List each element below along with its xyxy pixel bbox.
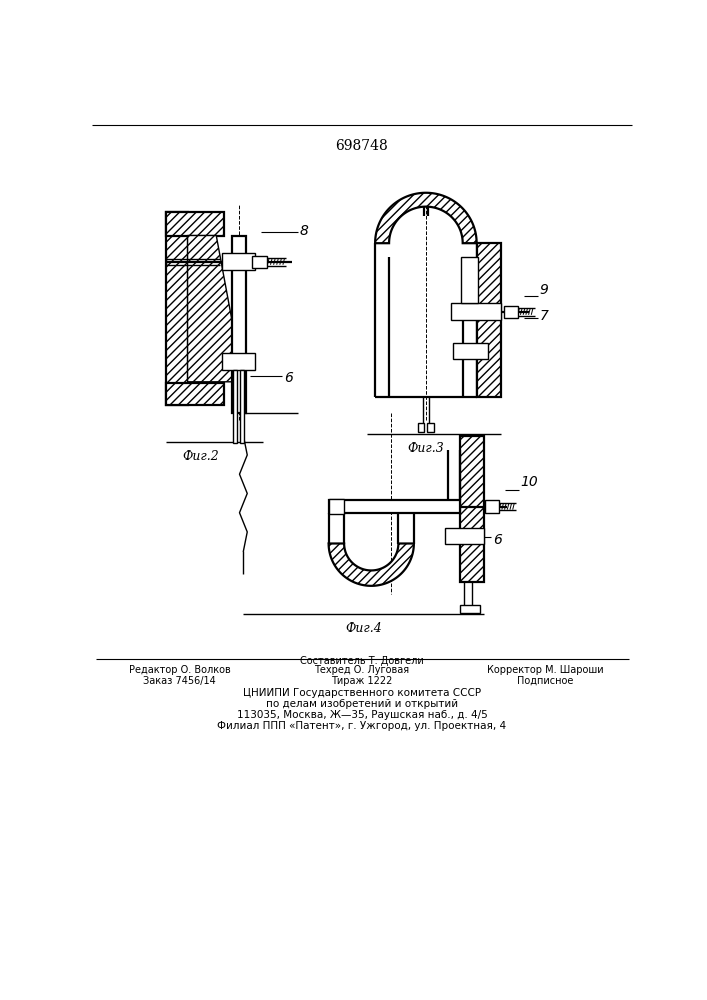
Text: Подписное: Подписное: [518, 676, 574, 686]
Bar: [460, 605, 480, 613]
Text: Фиг.4: Фиг.4: [345, 622, 382, 635]
Text: Заказ 7456/14: Заказ 7456/14: [144, 676, 216, 686]
Bar: [453, 343, 488, 359]
Bar: [477, 243, 501, 397]
Polygon shape: [187, 235, 243, 382]
Text: 10: 10: [521, 475, 539, 489]
Bar: [329, 499, 344, 514]
Bar: [329, 500, 460, 513]
Bar: [504, 306, 518, 318]
Text: Корректор М. Шароши: Корректор М. Шароши: [487, 665, 604, 675]
Bar: [418, 423, 424, 432]
Bar: [233, 370, 237, 443]
Text: 7: 7: [539, 309, 549, 323]
Bar: [166, 212, 187, 405]
Text: Фиг.2: Фиг.2: [182, 450, 219, 463]
Bar: [445, 528, 484, 544]
Bar: [166, 212, 224, 235]
Text: Филиал ППП «Патент», г. Ужгород, ул. Проектная, 4: Филиал ППП «Патент», г. Ужгород, ул. Про…: [217, 721, 506, 731]
Polygon shape: [375, 193, 477, 243]
Text: Составитель Т. Довгели: Составитель Т. Довгели: [300, 656, 423, 666]
Text: 113035, Москва, Ж—35, Раушская наб., д. 4/5: 113035, Москва, Ж—35, Раушская наб., д. …: [237, 710, 487, 720]
Text: Тираж 1222: Тираж 1222: [332, 676, 392, 686]
Bar: [223, 253, 255, 270]
Text: Техред О. Луговая: Техред О. Луговая: [315, 665, 409, 675]
Text: 698748: 698748: [336, 139, 388, 153]
Text: 8: 8: [300, 224, 309, 238]
Polygon shape: [329, 544, 414, 586]
Bar: [428, 423, 433, 432]
Bar: [451, 303, 501, 320]
Bar: [460, 436, 484, 582]
Text: Фиг.3: Фиг.3: [407, 442, 444, 455]
Bar: [252, 256, 267, 268]
Text: по делам изобретений и открытий: по делам изобретений и открытий: [266, 699, 458, 709]
Bar: [240, 370, 244, 443]
Text: ЦНИИПИ Государственного комитета СССР: ЦНИИПИ Государственного комитета СССР: [243, 688, 481, 698]
Bar: [461, 257, 478, 303]
Text: 6: 6: [284, 371, 293, 385]
Bar: [232, 235, 246, 413]
Bar: [485, 500, 499, 513]
Text: Редактор О. Волков: Редактор О. Волков: [129, 665, 230, 675]
Bar: [223, 353, 255, 370]
Bar: [166, 383, 224, 405]
Text: 9: 9: [539, 283, 549, 297]
Text: 6: 6: [493, 533, 502, 547]
